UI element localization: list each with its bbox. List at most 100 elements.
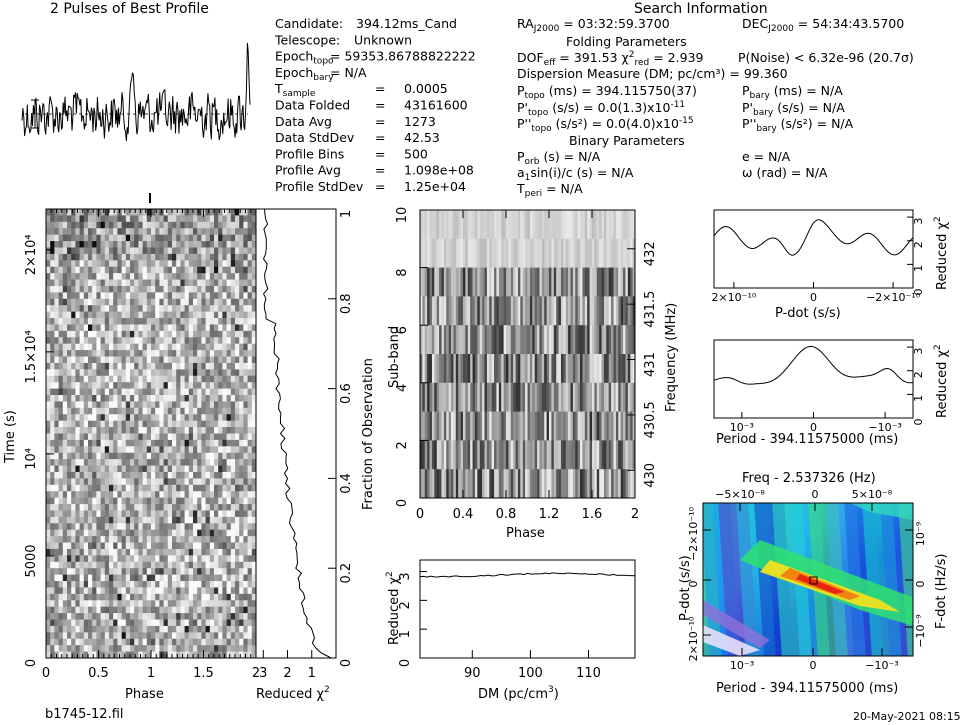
tick-label: −2×10⁻¹⁰ — [866, 291, 921, 304]
pdot-frame — [713, 209, 914, 289]
tick-label: 0 — [416, 507, 424, 522]
tick-label: 5×10⁻⁸ — [852, 488, 893, 501]
tick-label: 3 — [912, 348, 925, 355]
tick-label: 0.6 — [339, 383, 354, 404]
dm-ylabel: Reduced χ2 — [385, 571, 402, 645]
tick-label: 2 — [912, 371, 925, 378]
dof: DOFeff = 391.53 χ2red = 2.939 — [517, 50, 704, 68]
footer-file: b1745-12.fil — [45, 707, 124, 722]
period-panel: 10⁻³ 0 −10⁻³ 0 1 2 3 Period - 394.11575000 (ms… — [713, 339, 950, 447]
tick-label: 0 — [812, 488, 819, 501]
tick-label: 5000 — [24, 544, 39, 577]
info-eq: = — [375, 163, 385, 178]
profile-panel — [21, 42, 251, 142]
tick-label: 0.4 — [453, 507, 474, 522]
pdot-line — [713, 219, 914, 256]
tick-label: 0 — [810, 659, 817, 672]
omega: ω (rad) = N/A — [742, 165, 828, 180]
pdot-ylabel: Reduced χ2 — [933, 216, 950, 290]
info-label: Data Avg — [275, 114, 332, 129]
redchi-time-panel: 3 2 100.20.40.60.81 Reduced χ2 Fraction of… — [255, 208, 376, 702]
folding-title: Folding Parameters — [566, 34, 687, 49]
period-xlabel: Period - 394.11575000 (ms) — [716, 432, 898, 447]
subband-frame — [419, 209, 636, 499]
pddbary: P''bary (s/s²) = N/A — [742, 116, 854, 134]
tperi: Tperi = N/A — [516, 181, 583, 199]
binary-title: Binary Parameters — [569, 133, 685, 148]
info-label: Telescope: — [274, 32, 340, 47]
tick-label: 430.5 — [643, 401, 658, 438]
info-label: Tsample — [274, 81, 316, 99]
tick-label: 0.2 — [339, 563, 354, 584]
info-label: Profile StdDev — [275, 179, 364, 194]
freq-top-label: Freq - 2.537326 (Hz) — [742, 471, 876, 486]
redchi-time-frame — [255, 208, 337, 659]
tick-label: 2 — [252, 666, 260, 681]
tick-label: −10⁻³ — [868, 421, 901, 434]
footer-date: 20-May-2021 08:15 — [853, 710, 961, 723]
tick-label: −5×10⁻⁸ — [715, 488, 765, 501]
ra: RAJ2000 = 03:32:59.3700 — [517, 16, 670, 34]
time-phase-image — [46, 209, 256, 658]
tick-label: 1.5 — [193, 666, 214, 681]
dm-ticks: 90 100 110 0 1 2 3 — [398, 571, 601, 681]
tick-label: 2×10⁻¹⁰ — [711, 291, 756, 304]
dm-line — [419, 572, 636, 578]
info-eq: = — [375, 114, 385, 129]
tick-label: 0 — [810, 421, 817, 434]
info-label: Profile Avg — [275, 163, 341, 178]
tick-label: 0.8 — [496, 507, 517, 522]
tick-label: 2×10⁻¹⁰ — [687, 616, 700, 661]
tick-label: 3 — [398, 572, 413, 580]
ppdot-panel: 10⁻³ 0 −10⁻³ −5×10⁻⁸ 0 5×10⁻⁸ −2×10⁻¹⁰ 0 2×10⁻¹⁰… — [678, 471, 949, 696]
redchi-time-ticks: 3 2 1 0 0.2 0.4 0.6 0.8 1 — [259, 208, 354, 681]
tick-label: 1 — [308, 666, 316, 681]
tick-label: 3 — [259, 666, 267, 681]
info-value: 43161600 — [404, 98, 468, 113]
dec: DECJ2000 = 54:34:43.5700 — [742, 16, 904, 34]
info-label: Data Folded — [275, 98, 350, 113]
tick-label: 1 — [398, 630, 413, 638]
tick-label: 1 — [912, 395, 925, 402]
subband-ylabel: Sub-band — [387, 326, 402, 388]
tick-label: 0.4 — [339, 473, 354, 494]
info-value: = N/A — [330, 65, 367, 80]
search-info-title: Search Information — [634, 1, 768, 17]
tick-label: 2 — [912, 241, 925, 248]
pddtopo: P''topo (s/s²) = 0.0(4.0)x10-15 — [517, 116, 694, 134]
subband-xlabel: Phase — [506, 526, 545, 541]
tick-label: 1.6 — [582, 507, 603, 522]
tick-label: 0 — [339, 659, 354, 667]
tick-label: 430 — [643, 463, 658, 488]
ppdot-ticks: 10⁻³ 0 −10⁻³ −5×10⁻⁸ 0 5×10⁻⁸ −2×10⁻¹⁰ 0 2×10⁻¹⁰… — [687, 488, 927, 672]
redchi-time-xlabel: Reduced χ2 — [256, 685, 330, 702]
dm-xlabel: DM (pc/cm3) — [478, 685, 559, 702]
info-mid: RAJ2000 = 03:32:59.3700 DECJ2000 = 54:34… — [516, 16, 914, 199]
tick-label: 10⁻³ — [730, 421, 754, 434]
period-ticks: 10⁻³ 0 −10⁻³ 0 1 2 3 — [730, 346, 925, 434]
info-eq: = — [375, 81, 385, 96]
tick-label: 3 — [912, 218, 925, 225]
dm-panel: 90 100 110 0 1 2 3 DM (pc/cm3) Reduced χ2 — [385, 559, 636, 702]
pdot-xlabel: P-dot (s/s) — [775, 306, 841, 321]
tick-label: 8 — [395, 268, 410, 276]
tick-label: 1 — [147, 666, 155, 681]
tick-label: 90 — [464, 666, 481, 681]
tick-label: 0 — [395, 499, 410, 507]
info-eq: = — [375, 98, 385, 113]
time-phase-ticks: 0 0.5 1 1.5 2 0 5000 10⁴ 1.5×10⁴ 2×10⁴ — [24, 209, 260, 681]
tick-label: 1.5×10⁴ — [24, 330, 39, 383]
tick-label: 6 — [395, 326, 410, 334]
ppdot-best-marker — [809, 576, 818, 585]
time-label: Time (s) — [3, 410, 18, 464]
info-label: Epochbary — [275, 65, 334, 83]
tick-label: −2×10⁻¹⁰ — [687, 506, 700, 561]
tick-label: 0 — [912, 289, 925, 296]
info-label: Epochtopo — [275, 49, 334, 67]
tick-label: 10⁴ — [24, 448, 39, 470]
period-ylabel: Reduced χ2 — [933, 344, 950, 418]
tick-label: 2 — [631, 507, 639, 522]
tick-label: 2 — [283, 666, 291, 681]
